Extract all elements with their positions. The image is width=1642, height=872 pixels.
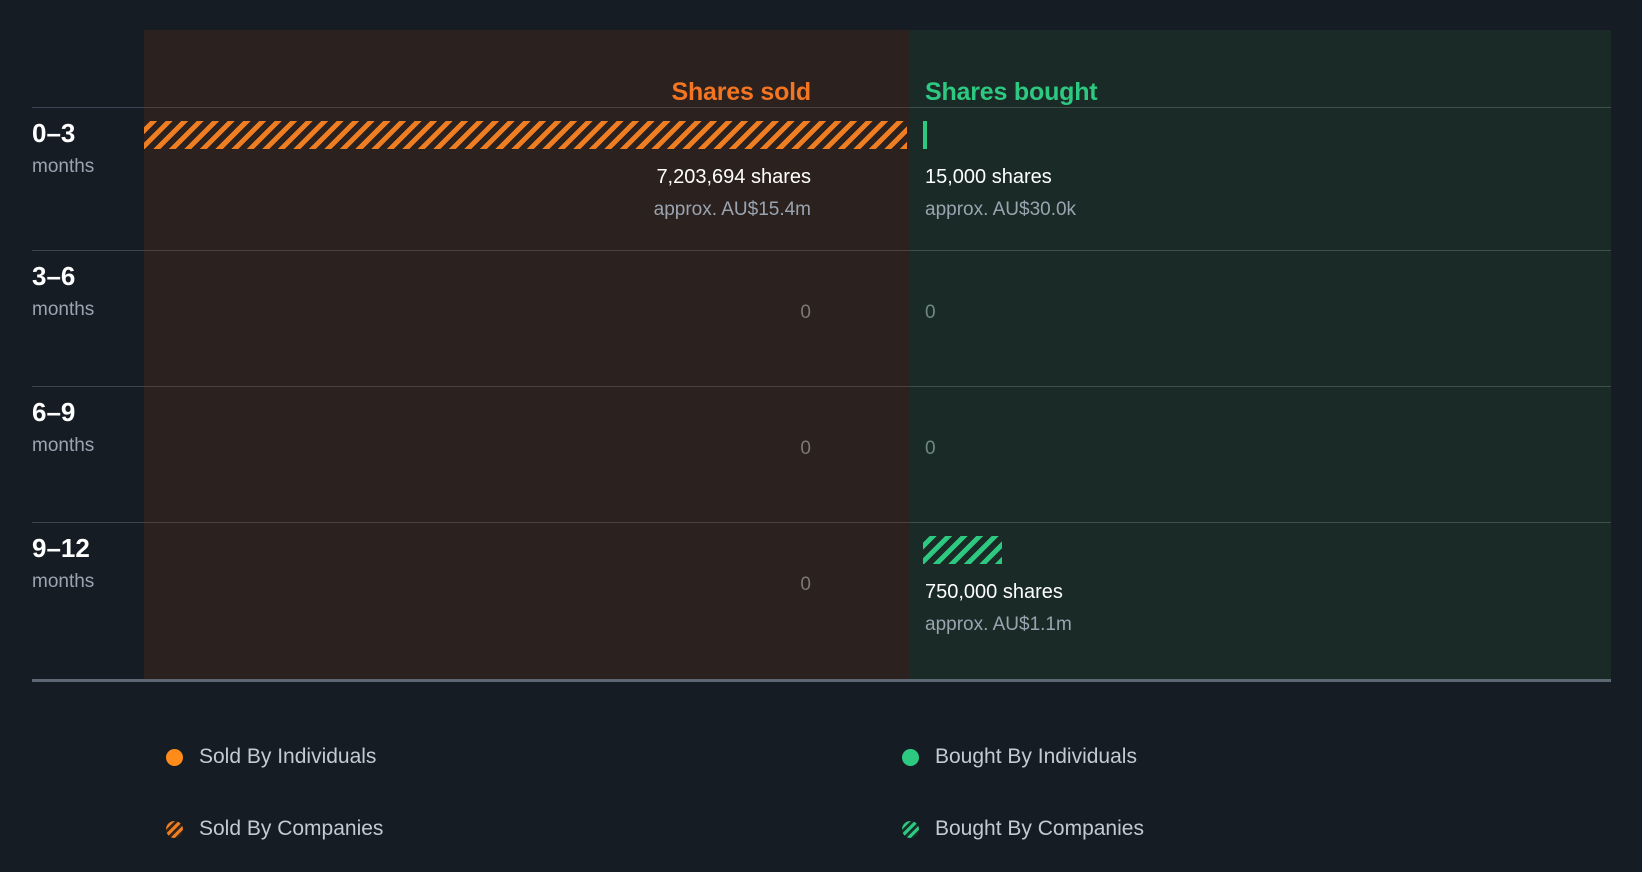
sold-approx-value: approx. AU$15.4m (653, 199, 811, 220)
sold-share-count: 0 (800, 438, 811, 459)
sold-share-count: 7,203,694 shares (656, 166, 811, 188)
legend-item[interactable]: Sold By Companies (166, 817, 383, 841)
sold-value: 0 (800, 300, 811, 326)
filled-circle-icon (166, 748, 183, 766)
shares-sold-header: Shares sold (671, 78, 811, 106)
row-divider-axis (32, 107, 144, 108)
bought-approx-value: approx. AU$30.0k (925, 199, 1077, 220)
hatched-circle-icon (902, 820, 919, 838)
row-period-range: 3–6 (32, 261, 76, 291)
bought-column-background (909, 30, 1611, 680)
row-period-unit: months (32, 435, 95, 456)
legend-item-label: Bought By Individuals (935, 745, 1137, 768)
chart-row: 0–3 months 7,203,694 shares approx. AU$15.4… (0, 107, 1642, 250)
bought-value: 750,000 shares approx. AU$1.1m (925, 579, 1072, 638)
bought-approx-value: approx. AU$1.1m (925, 614, 1072, 635)
legend-item[interactable]: Bought By Companies (902, 817, 1144, 841)
chart-rows: 0–3 months 7,203,694 shares approx. AU$15.4… (0, 107, 1642, 657)
bought-share-count: 0 (925, 302, 936, 323)
legend-item[interactable]: Bought By Individuals (902, 745, 1137, 769)
sold-value: 0 (800, 572, 811, 598)
row-divider-sold (144, 386, 909, 387)
row-period-range: 9–12 (32, 533, 90, 563)
legend-item-label: Sold By Individuals (199, 745, 377, 768)
shares-bought-header: Shares bought (925, 78, 1098, 106)
legend-item[interactable]: Sold By Individuals (166, 745, 376, 769)
row-divider-sold (144, 522, 909, 523)
row-divider-bought (909, 250, 1611, 251)
row-divider-bought (909, 386, 1611, 387)
row-period-range: 0–3 (32, 118, 76, 148)
chart-row: 6–9 months 0 0 (0, 386, 1642, 522)
bought-value: 0 (925, 300, 936, 326)
row-period-label: 6–9 months (32, 396, 142, 460)
chart-header: Shares sold Shares bought (0, 30, 1642, 107)
bought-share-count: 750,000 shares (925, 581, 1063, 603)
row-period-label: 9–12 months (32, 532, 142, 596)
row-period-unit: months (32, 156, 95, 177)
filled-circle-icon (902, 748, 919, 766)
bought-value: 0 (925, 436, 936, 462)
axis-baseline (32, 679, 1611, 682)
sold-bar (144, 121, 907, 149)
row-period-unit: months (32, 571, 95, 592)
hatched-circle-icon (166, 820, 183, 838)
bought-bar (923, 121, 927, 149)
bought-share-count: 15,000 shares (925, 166, 1052, 188)
row-period-label: 0–3 months (32, 117, 142, 181)
chart-row: 9–12 months 0 750,000 shares approx. AU$1.1m (0, 522, 1642, 657)
sold-value: 0 (800, 436, 811, 462)
chart-row: 3–6 months 0 0 (0, 250, 1642, 386)
row-divider-axis (32, 250, 144, 251)
sold-share-count: 0 (800, 574, 811, 595)
legend-item-label: Bought By Companies (935, 817, 1144, 840)
bought-bar (923, 536, 1002, 564)
bought-value: 15,000 shares approx. AU$30.0k (925, 164, 1076, 223)
row-divider-bought (909, 522, 1611, 523)
row-period-unit: months (32, 299, 95, 320)
chart-legend: Sold By Individuals Sold By Companies Boug… (0, 700, 1642, 872)
bought-share-count: 0 (925, 438, 936, 459)
row-divider-axis (32, 386, 144, 387)
row-divider-sold (144, 250, 909, 251)
sold-share-count: 0 (800, 302, 811, 323)
row-divider-sold (144, 107, 909, 108)
sold-value: 7,203,694 shares approx. AU$15.4m (654, 164, 811, 223)
legend-item-label: Sold By Companies (199, 817, 384, 840)
row-period-label: 3–6 months (32, 260, 142, 324)
row-divider-axis (32, 522, 144, 523)
row-divider-bought (909, 107, 1611, 108)
row-period-range: 6–9 (32, 397, 76, 427)
